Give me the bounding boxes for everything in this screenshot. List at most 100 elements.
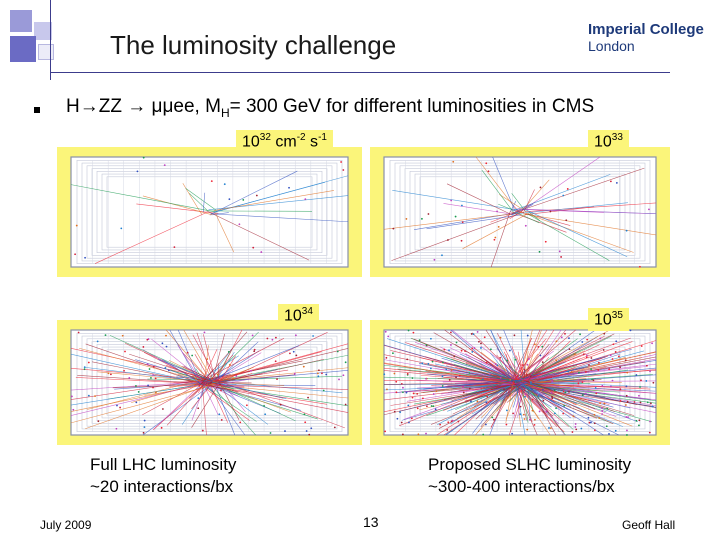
particle-track	[214, 332, 328, 386]
caption-left-line-1: Full LHC luminosity	[90, 455, 237, 474]
detector-hit	[115, 427, 118, 430]
detector-hit	[462, 386, 465, 389]
detector-hit	[528, 358, 530, 360]
particle-track	[169, 329, 201, 385]
particle-track	[517, 208, 657, 215]
detector-hit	[288, 186, 290, 189]
detector-hit	[405, 218, 408, 220]
detector-hit	[483, 336, 486, 339]
detector-hit	[206, 358, 209, 360]
detector-hit	[448, 378, 451, 381]
caption-left-line-2: ~20 interactions/bx	[90, 477, 234, 496]
luminosity-label-1e33: 1033	[588, 130, 629, 154]
detector-hit	[626, 400, 629, 403]
detector-hit	[526, 363, 529, 366]
detector-hit	[541, 345, 544, 348]
particle-track	[499, 194, 524, 211]
detector-hit	[562, 412, 565, 415]
detector-hit	[560, 256, 562, 258]
particle-track	[421, 383, 524, 393]
detector-hit	[120, 227, 123, 230]
detector-hit	[590, 357, 593, 359]
detector-hit	[392, 227, 395, 230]
detector-hit	[551, 397, 554, 400]
detector-hit	[603, 332, 606, 335]
detector-hit	[506, 409, 508, 412]
detector-hit	[648, 208, 650, 211]
detector-hit	[638, 394, 640, 397]
detector-hit	[293, 372, 296, 375]
detector-hit	[593, 422, 596, 425]
detector-hit	[321, 372, 323, 375]
detector-hit	[399, 411, 402, 414]
particle-track	[209, 212, 229, 216]
detector-hit	[523, 368, 526, 371]
particle-track	[181, 366, 219, 383]
detector-hit	[590, 368, 593, 371]
particle-track	[525, 209, 628, 257]
detector-hit	[312, 335, 314, 337]
particle-track	[158, 359, 213, 382]
detector-hit	[472, 333, 475, 336]
detector-hit	[427, 213, 430, 215]
particle-track	[206, 210, 310, 261]
detector-hit	[566, 188, 569, 190]
detector-hit	[651, 342, 653, 345]
detector-hit	[104, 334, 107, 337]
particle-track	[208, 381, 229, 423]
detector-hit	[589, 421, 592, 424]
detector-hit	[310, 427, 313, 430]
detector-hit	[588, 364, 590, 366]
particle-track	[383, 362, 514, 385]
detector-hit	[594, 387, 597, 389]
detector-hit	[528, 418, 531, 421]
detector-hit	[441, 375, 444, 378]
detector-hit	[453, 355, 456, 358]
lum1-unit2-exp: -1	[318, 132, 327, 143]
detector-hit	[606, 407, 609, 410]
particle-track	[469, 374, 529, 381]
detector-hit	[611, 358, 614, 360]
particle-track	[97, 371, 201, 382]
detector-hit	[560, 336, 563, 339]
particle-track	[142, 195, 213, 216]
detector-hit	[447, 239, 449, 241]
detector-hit	[435, 390, 438, 392]
detector-hit	[84, 256, 86, 259]
particle-track	[526, 378, 587, 384]
detector-hit	[304, 421, 307, 424]
detector-hit	[154, 377, 157, 380]
detector-hit	[318, 369, 320, 372]
detector-hit	[640, 345, 643, 347]
detector-hit	[227, 351, 230, 353]
particle-track	[153, 384, 204, 431]
detector-hit	[523, 389, 526, 392]
detector-hit	[450, 369, 453, 371]
particle-track	[516, 337, 631, 380]
detector-hit	[480, 347, 482, 349]
detector-hit	[593, 413, 596, 416]
detector-hit	[460, 349, 463, 352]
detector-hit	[407, 404, 410, 407]
detector-hit	[649, 402, 652, 405]
particle-track	[70, 383, 202, 416]
lum1-unit-exp: -2	[296, 132, 306, 143]
detector-hit	[450, 344, 452, 346]
detector-hit	[406, 372, 409, 375]
detector-hit	[531, 409, 534, 412]
detector-hit	[193, 383, 196, 386]
particle-track	[208, 348, 233, 381]
detector-hit	[317, 375, 320, 378]
detector-hit	[551, 395, 553, 398]
detector-hit	[575, 428, 578, 431]
particle-track	[211, 381, 296, 422]
detector-hit	[505, 423, 508, 426]
detector-hit	[266, 337, 269, 340]
particle-track	[522, 351, 529, 381]
detector-hit	[195, 378, 197, 380]
detector-hit	[544, 240, 547, 243]
subtitle-zz: ZZ	[98, 96, 122, 117]
detector-hit	[482, 433, 485, 436]
detector-hit	[519, 413, 522, 416]
detector-hit	[609, 180, 612, 183]
